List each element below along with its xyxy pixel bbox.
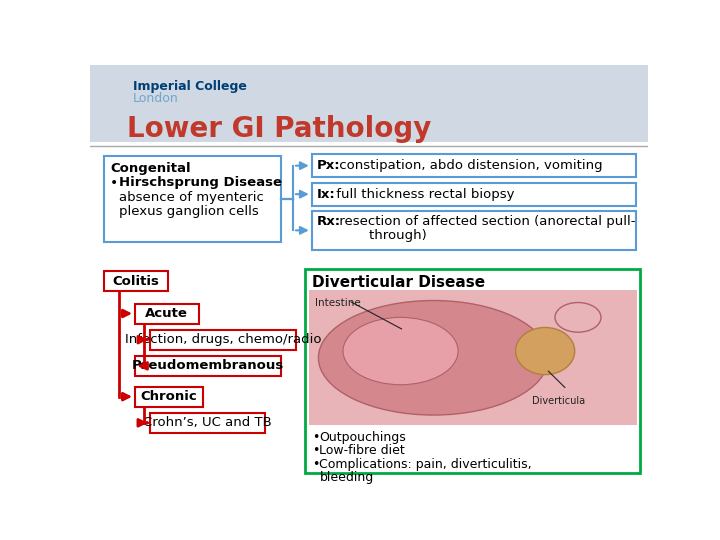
Ellipse shape bbox=[555, 302, 601, 332]
FancyBboxPatch shape bbox=[312, 211, 636, 249]
Text: Colitis: Colitis bbox=[112, 275, 159, 288]
Text: Low-fibre diet: Low-fibre diet bbox=[320, 444, 405, 457]
Text: Imperial College: Imperial College bbox=[132, 80, 246, 93]
Text: Acute: Acute bbox=[145, 307, 188, 320]
FancyBboxPatch shape bbox=[150, 413, 265, 433]
Text: Rx:: Rx: bbox=[316, 215, 341, 228]
Text: •: • bbox=[110, 176, 118, 190]
Text: constipation, abdo distension, vomiting: constipation, abdo distension, vomiting bbox=[335, 159, 603, 172]
Text: London: London bbox=[132, 92, 179, 105]
Text: Ix:: Ix: bbox=[316, 188, 335, 201]
FancyBboxPatch shape bbox=[312, 154, 636, 177]
Text: •: • bbox=[312, 444, 319, 457]
FancyBboxPatch shape bbox=[135, 303, 199, 323]
Text: Chronic: Chronic bbox=[140, 390, 197, 403]
Ellipse shape bbox=[318, 301, 549, 415]
Text: Intestine: Intestine bbox=[315, 298, 361, 308]
Text: bleeding: bleeding bbox=[320, 470, 374, 484]
Text: Complications: pain, diverticulitis,: Complications: pain, diverticulitis, bbox=[320, 458, 532, 471]
Text: Diverticular Disease: Diverticular Disease bbox=[312, 275, 485, 290]
Text: resection of affected section (anorectal pull-: resection of affected section (anorectal… bbox=[335, 215, 635, 228]
FancyBboxPatch shape bbox=[312, 183, 636, 206]
Text: Px:: Px: bbox=[316, 159, 340, 172]
Ellipse shape bbox=[516, 327, 575, 375]
Text: •: • bbox=[312, 458, 319, 471]
FancyBboxPatch shape bbox=[104, 271, 168, 291]
Ellipse shape bbox=[343, 318, 458, 384]
Text: absence of myenteric: absence of myenteric bbox=[120, 191, 264, 204]
Text: Diverticula: Diverticula bbox=[532, 395, 585, 406]
Text: •: • bbox=[312, 430, 319, 443]
FancyBboxPatch shape bbox=[309, 291, 637, 425]
FancyBboxPatch shape bbox=[135, 356, 281, 376]
Text: Outpouchings: Outpouchings bbox=[320, 430, 406, 443]
FancyBboxPatch shape bbox=[104, 156, 281, 242]
FancyBboxPatch shape bbox=[90, 65, 648, 142]
FancyBboxPatch shape bbox=[135, 387, 203, 407]
Text: plexus ganglion cells: plexus ganglion cells bbox=[120, 205, 259, 218]
Text: full thickness rectal biopsy: full thickness rectal biopsy bbox=[332, 188, 514, 201]
Text: Crohn’s, UC and TB: Crohn’s, UC and TB bbox=[143, 416, 272, 429]
Text: Lower GI Pathology: Lower GI Pathology bbox=[127, 115, 431, 143]
FancyBboxPatch shape bbox=[305, 269, 640, 473]
Text: Congenital: Congenital bbox=[110, 162, 191, 175]
Text: Infection, drugs, chemo/radio: Infection, drugs, chemo/radio bbox=[125, 333, 322, 346]
Text: Pseudomembranous: Pseudomembranous bbox=[132, 360, 284, 373]
Text: Hirschsprung Disease: Hirschsprung Disease bbox=[120, 176, 282, 188]
FancyBboxPatch shape bbox=[150, 330, 296, 350]
Text: through): through) bbox=[335, 230, 427, 242]
